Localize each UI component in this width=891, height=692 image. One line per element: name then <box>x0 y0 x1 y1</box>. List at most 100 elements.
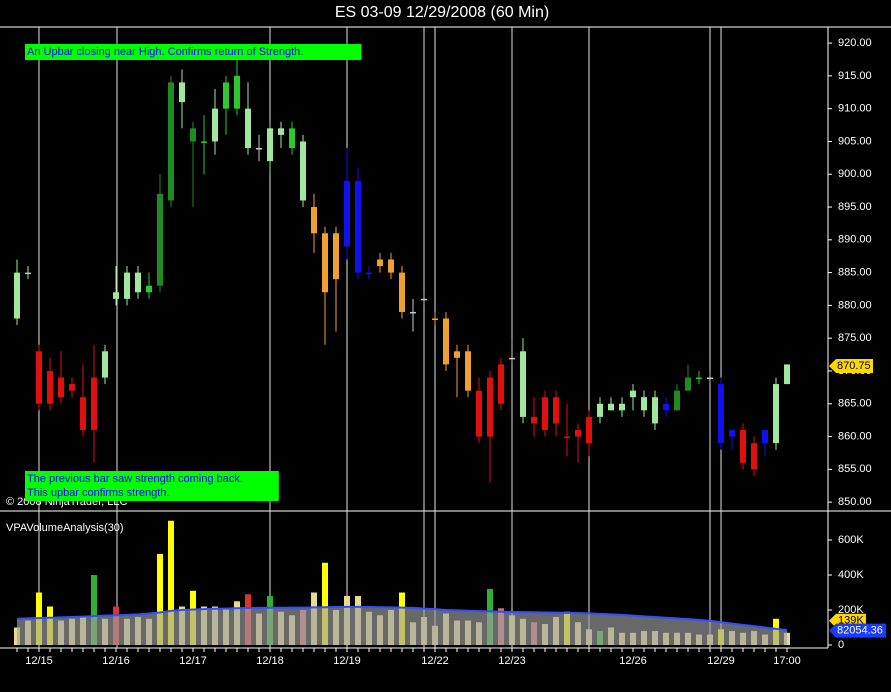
y-tick-label: 0 <box>838 639 844 651</box>
candle-body <box>190 128 196 142</box>
candle-body <box>707 377 713 380</box>
x-tick-label: 12/16 <box>102 655 130 667</box>
candle-body <box>410 311 416 314</box>
candle-body <box>355 180 361 273</box>
y-tick-label: 200K <box>838 604 864 616</box>
candle-body <box>245 108 251 149</box>
candle-body <box>223 82 229 109</box>
candle-body <box>619 403 625 411</box>
x-tick-label: 12/15 <box>25 655 53 667</box>
candle-body <box>608 403 614 411</box>
candle-body <box>663 403 669 411</box>
candle-body <box>476 390 482 437</box>
candle-body <box>91 377 97 430</box>
x-tick-label: 12/22 <box>421 655 449 667</box>
candle-body <box>762 429 768 444</box>
y-tick-label: 880.00 <box>838 299 872 311</box>
candle-body <box>729 429 735 437</box>
candle-body <box>751 443 757 470</box>
y-tick-label: 895.00 <box>838 201 872 213</box>
candle-body <box>201 141 207 143</box>
candle-body <box>718 384 724 444</box>
candle-body <box>377 259 383 267</box>
y-tick-label: 400K <box>838 569 864 581</box>
candle-body <box>773 384 779 444</box>
candle-body <box>630 390 636 398</box>
candle-body <box>366 272 372 275</box>
candle-body <box>47 370 53 404</box>
candle-body <box>146 285 152 293</box>
average-label: 82054.36 <box>837 625 883 637</box>
candle-body <box>124 272 130 299</box>
x-tick-label: 17:00 <box>773 655 801 667</box>
y-tick-label: 900.00 <box>838 168 872 180</box>
y-tick-label: 885.00 <box>838 267 872 279</box>
average-line <box>16 605 788 632</box>
volume-bar <box>168 520 174 646</box>
candle-body <box>542 397 548 430</box>
candle-body <box>113 292 119 299</box>
annotation-text: An Upbar closing near High. Confirms ret… <box>27 46 303 58</box>
candle-body <box>487 377 493 437</box>
volume-bar <box>157 554 163 646</box>
x-tick-label: 12/18 <box>256 655 284 667</box>
y-tick-label: 890.00 <box>838 234 872 246</box>
y-tick-label: 860.00 <box>838 430 872 442</box>
candle-body <box>454 351 460 358</box>
x-tick-label: 12/23 <box>498 655 526 667</box>
average-area <box>17 606 787 646</box>
candle-body <box>278 128 284 135</box>
candle-body <box>498 364 504 404</box>
y-tick-label: 920.00 <box>838 37 872 49</box>
x-tick-label: 12/17 <box>179 655 207 667</box>
candle-body <box>322 233 328 293</box>
candle-body <box>289 128 295 149</box>
candle-body <box>685 377 691 391</box>
y-tick-label: 910.00 <box>838 103 872 115</box>
x-tick-label: 12/19 <box>333 655 361 667</box>
candle-body <box>465 351 471 391</box>
candle-body <box>443 318 449 365</box>
candle-body <box>157 193 163 286</box>
annotation-text: The previous bar saw strength coming bac… <box>27 473 243 485</box>
y-tick-label: 855.00 <box>838 463 872 475</box>
candle-body <box>212 108 218 142</box>
candle-body <box>344 180 350 247</box>
candle-body <box>311 207 317 234</box>
candle-body <box>564 436 570 439</box>
price-marker <box>829 359 873 374</box>
candle-body <box>553 397 559 424</box>
candle-body <box>179 82 185 103</box>
annotation-box <box>25 471 279 501</box>
candle-body <box>575 429 581 437</box>
candle-body <box>740 429 746 463</box>
candle-body <box>399 272 405 312</box>
x-tick-label: 12/29 <box>707 655 735 667</box>
candle-body <box>333 233 339 280</box>
chart-title: ES 03-09 12/29/2008 (60 Min) <box>335 4 549 21</box>
panel-title: VPAVolumeAnalysis(30) <box>6 522 124 534</box>
y-tick-label: 865.00 <box>838 398 872 410</box>
candle-body <box>256 148 262 150</box>
x-tick-label: 12/26 <box>619 655 647 667</box>
candle-body <box>696 377 702 380</box>
candle-body <box>641 397 647 411</box>
volume-label: 139K <box>838 615 864 627</box>
candle-body <box>80 397 86 430</box>
signal-lines <box>38 27 722 648</box>
candle-body <box>267 128 273 162</box>
candle-body <box>432 318 438 321</box>
candle-body <box>300 141 306 201</box>
y-tick-label: 875.00 <box>838 332 872 344</box>
y-tick-label: 600K <box>838 534 864 546</box>
candle-body <box>421 298 427 301</box>
candle-body <box>520 351 526 417</box>
candle-body <box>69 384 75 391</box>
candle-body <box>388 259 394 273</box>
candle-body <box>597 403 603 417</box>
candle-body <box>652 397 658 424</box>
candle-body <box>58 377 64 398</box>
candle-body <box>36 351 42 404</box>
y-tick-label: 905.00 <box>838 135 872 147</box>
candle-body <box>586 416 592 444</box>
